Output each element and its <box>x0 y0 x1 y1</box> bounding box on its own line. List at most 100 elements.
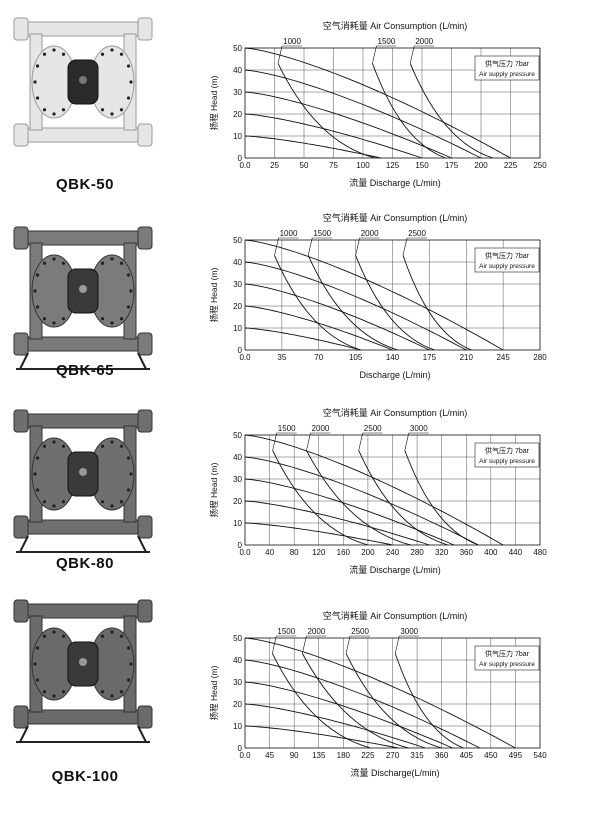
y-tick-label: 30 <box>233 88 242 97</box>
x-tick-label: 80 <box>290 548 299 557</box>
foot-right <box>137 352 147 370</box>
x-tick-label: 225 <box>504 161 518 170</box>
x-tick-label: 480 <box>533 548 547 557</box>
label-leader <box>302 635 307 654</box>
pressure-legend-label: Air supply pressure <box>479 71 535 78</box>
x-tick-label: 270 <box>386 751 400 760</box>
chart-title: 空气消耗量 Air Consumption (L/min) <box>323 212 468 223</box>
pump-section-qbk-65: QBK-65 空气消耗量 Air Consumption (L/min) 0.0 3… <box>0 205 600 405</box>
x-tick-label: 495 <box>509 751 523 760</box>
air-consumption-curve <box>358 450 448 546</box>
head-flow-curve <box>244 659 481 749</box>
pressure-legend-box <box>474 55 540 81</box>
x-tick-label: 25 <box>270 161 279 170</box>
y-tick-label: 0 <box>238 346 243 355</box>
bolt <box>61 444 66 448</box>
top-flange-left <box>13 17 29 41</box>
bolt <box>119 317 124 321</box>
bolt <box>126 305 131 309</box>
x-tick-label: 200 <box>361 548 375 557</box>
label-leader <box>307 237 313 256</box>
x-tick-label: 0.0 <box>239 751 251 760</box>
x-tick-label: 75 <box>329 161 338 170</box>
bolt <box>126 456 131 460</box>
performance-chart-qbk-80: 空气消耗量 Air Consumption (L/min) 0.0 40 80 120 1… <box>205 405 550 590</box>
y-tick-label: 50 <box>233 634 242 643</box>
y-axis-label: 扬程 Head (m) <box>209 75 219 130</box>
x-tick-label: 405 <box>460 751 474 760</box>
bolt <box>110 112 114 116</box>
model-label-qbk-100: QBK-100 <box>51 768 119 785</box>
bolt <box>119 500 124 504</box>
y-tick-label: 10 <box>233 132 242 141</box>
y-tick-label: 20 <box>233 302 242 311</box>
head-flow-curve <box>244 135 381 159</box>
bottom-flange-left <box>13 123 29 147</box>
top-flange-left <box>13 226 29 250</box>
performance-chart-qbk-50: 空气消耗量 Air Consumption (L/min) 0.0 25 50 75 10… <box>205 18 550 203</box>
label-leader <box>372 45 377 64</box>
label-leader <box>274 237 279 256</box>
pump-illustration <box>13 226 153 370</box>
model-label-qbk-65: QBK-65 <box>55 362 114 379</box>
head-flow-curve <box>244 327 362 351</box>
top-flange-right <box>137 599 153 623</box>
x-tick-label: 135 <box>312 751 326 760</box>
bolt <box>129 472 133 476</box>
bolt <box>129 80 133 84</box>
head-flow-curve <box>244 456 479 546</box>
bolt <box>119 261 124 265</box>
y-tick-label: 30 <box>233 678 242 687</box>
y-tick-label: 30 <box>233 280 242 289</box>
bottom-flange-left <box>13 705 29 729</box>
bolt <box>61 108 66 112</box>
air-consumption-curve <box>306 450 412 546</box>
bolt <box>61 500 66 504</box>
bolt <box>33 662 37 666</box>
x-tick-label: 0.0 <box>239 548 251 557</box>
air-consumption-curve <box>272 450 369 546</box>
y-tick-label: 40 <box>233 453 242 462</box>
x-tick-label: 280 <box>410 548 424 557</box>
pressure-legend-title: 供气压力 7bar <box>485 446 530 455</box>
chart-svg: 空气消耗量 Air Consumption (L/min) 0.0 35 70 105 1… <box>209 212 547 380</box>
bolt <box>35 488 40 492</box>
bolt <box>42 690 47 694</box>
label-leader <box>402 237 408 256</box>
head-flow-curve <box>244 305 393 351</box>
y-tick-label: 10 <box>233 722 242 731</box>
x-tick-label: 180 <box>337 751 351 760</box>
pressure-legend-label: Air supply pressure <box>479 661 535 668</box>
bolt <box>35 646 40 650</box>
plot-frame <box>244 47 541 159</box>
label-leader <box>272 635 277 654</box>
pressure-legend-title: 供气压力 7bar <box>485 251 530 260</box>
head-flow-curve <box>244 500 430 546</box>
x-tick-label: 160 <box>337 548 351 557</box>
x-tick-label: 125 <box>386 161 400 170</box>
bolt <box>126 646 131 650</box>
head-flow-curve <box>244 637 516 749</box>
x-tick-label: 200 <box>474 161 488 170</box>
label-leader <box>404 432 410 451</box>
y-tick-label: 20 <box>233 110 242 119</box>
pressure-legend-box <box>474 442 540 468</box>
bolt <box>100 444 105 448</box>
foot-right <box>137 725 147 743</box>
bolt <box>110 440 114 444</box>
label-leader <box>355 237 360 256</box>
bolt <box>119 444 124 448</box>
y-tick-label: 20 <box>233 700 242 709</box>
x-tick-label: 50 <box>300 161 309 170</box>
head-flow-curve <box>244 478 455 546</box>
x-tick-label: 245 <box>496 353 510 362</box>
x-tick-label: 250 <box>533 161 547 170</box>
y-tick-label: 40 <box>233 258 242 267</box>
foot-left <box>19 725 29 743</box>
air-consumption-curve <box>301 653 409 749</box>
bolt <box>52 630 56 634</box>
label-leader <box>272 432 277 451</box>
bolt <box>100 690 105 694</box>
bolt <box>52 694 56 698</box>
top-flange-left <box>13 409 29 433</box>
